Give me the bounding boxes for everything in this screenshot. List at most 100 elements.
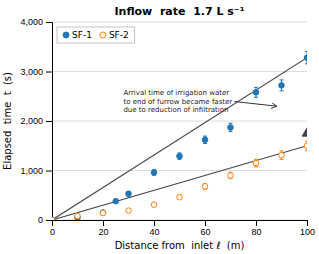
- error-bar: [152, 170, 156, 175]
- axis-line: [46, 23, 53, 221]
- grid-line: [52, 170, 307, 171]
- annotation-line: due to reduction of infiltration: [123, 106, 228, 114]
- tick-label: 3,000: [20, 67, 43, 77]
- tick-label: 60: [200, 227, 210, 237]
- tick-label: 1,000: [20, 166, 43, 176]
- error-bar: [178, 153, 182, 159]
- tick: 100: [300, 220, 315, 237]
- marks: [52, 51, 307, 220]
- legend-label: SF-2: [109, 30, 129, 40]
- tick: 1,000: [20, 166, 52, 176]
- point: [202, 137, 208, 143]
- tick-mark: [154, 220, 155, 226]
- y-axis: 0 1,000 2,000 3,000 4,000: [20, 17, 52, 225]
- error-bar: [305, 51, 307, 63]
- legend-item: SF-1: [63, 30, 92, 40]
- tick-mark: [307, 220, 308, 226]
- series: [52, 141, 307, 220]
- tick-label: 40: [149, 227, 159, 237]
- error-bar: [254, 87, 258, 97]
- tick-mark: [46, 220, 52, 221]
- grid-line: [52, 121, 307, 122]
- annotation-line: Arrival time of irrigation water: [123, 89, 229, 97]
- point: [177, 194, 183, 200]
- point: [202, 184, 208, 190]
- y-axis-title: Elapsed time t (s): [2, 72, 13, 170]
- legend-symbol: [63, 32, 69, 38]
- tick: 2,000: [20, 116, 52, 126]
- error-bar: [280, 151, 284, 159]
- point: [253, 160, 259, 166]
- chart: 0 20 40 60 80 100 0 1,000 2,000 3,000 4,000 Arrival…: [0, 0, 319, 254]
- tick-label: 2,000: [20, 116, 43, 126]
- trend-line: [52, 146, 307, 220]
- tick: 0: [38, 215, 52, 225]
- point: [304, 55, 307, 61]
- error-bar: [178, 195, 182, 199]
- tick-mark: [46, 121, 52, 122]
- annotation-line: to end of furrow became faster: [123, 98, 232, 106]
- point: [279, 152, 285, 158]
- tick-mark: [256, 220, 257, 226]
- tick-mark: [103, 220, 104, 226]
- tick-label: 4,000: [20, 17, 43, 27]
- tick-mark: [46, 171, 52, 172]
- grid-line: [52, 22, 307, 23]
- point: [177, 153, 183, 159]
- legend-label: SF-1: [72, 30, 92, 40]
- tick: 40: [149, 220, 159, 237]
- error-bar: [203, 136, 207, 143]
- x-axis-title: Distance from inlet ℓ (m): [115, 240, 245, 251]
- error-bar: [229, 123, 233, 131]
- tick-mark: [205, 220, 206, 226]
- point: [304, 143, 307, 149]
- annotation: Arrival time of irrigation waterto end o…: [123, 89, 232, 114]
- tick: 60: [200, 220, 210, 237]
- trend-line: [52, 58, 307, 220]
- tick-mark: [46, 72, 52, 73]
- point: [100, 210, 106, 216]
- point: [151, 170, 157, 176]
- error-bar: [280, 80, 284, 91]
- point: [52, 217, 55, 220]
- tick-label: 100: [300, 227, 315, 237]
- grid-line: [52, 71, 307, 72]
- point: [126, 191, 132, 197]
- error-bar: [127, 192, 131, 196]
- point: [253, 89, 259, 95]
- tick-label: 0: [50, 227, 55, 237]
- plot: 0 20 40 60 80 100 0 1,000 2,000 3,000 4,000 Arrival…: [20, 17, 315, 237]
- error-bar: [114, 199, 118, 203]
- point: [75, 213, 81, 219]
- point: [52, 217, 55, 220]
- tick-label: 80: [251, 227, 261, 237]
- point: [302, 128, 307, 136]
- legend: SF-1 SF-2: [57, 27, 135, 43]
- point: [113, 198, 119, 204]
- tick: 0: [50, 220, 55, 237]
- tick: 80: [251, 220, 261, 237]
- error-bar: [203, 184, 207, 189]
- point: [279, 83, 285, 89]
- legend-box: [57, 27, 135, 43]
- point: [228, 173, 234, 179]
- error-bar: [254, 159, 258, 166]
- tick-mark: [46, 22, 52, 23]
- tick: 20: [98, 220, 108, 237]
- x-axis: 0 20 40 60 80 100: [50, 220, 315, 237]
- series: [302, 128, 307, 136]
- point: [126, 208, 132, 214]
- point: [151, 202, 157, 208]
- tick: 4,000: [20, 17, 52, 27]
- legend-item: SF-2: [100, 30, 129, 40]
- grid: [52, 22, 307, 220]
- annotation-arrow: [234, 102, 276, 107]
- axis-line: [53, 221, 308, 227]
- point: [228, 125, 234, 131]
- tick-label: 0: [38, 215, 43, 225]
- point: [100, 210, 106, 216]
- tick: 3,000: [20, 67, 52, 77]
- tick-label: 20: [98, 227, 108, 237]
- error-bar: [229, 172, 233, 178]
- series: [52, 51, 307, 220]
